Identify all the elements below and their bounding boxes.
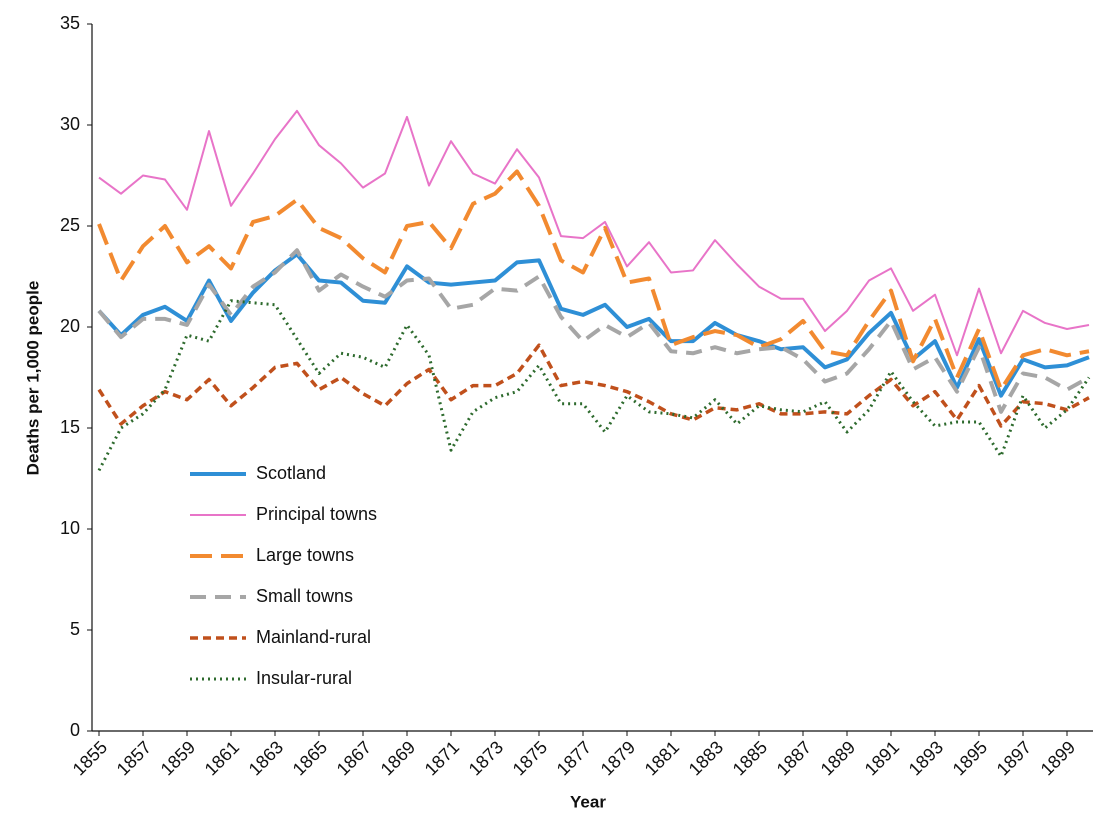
x-tick-label: 1869 <box>377 737 419 779</box>
y-tick-label: 35 <box>60 13 80 33</box>
legend-label: Large towns <box>256 545 354 565</box>
y-axis-label: Deaths per 1,000 people <box>23 281 42 476</box>
x-tick-label: 1871 <box>421 737 463 779</box>
x-tick-label: 1863 <box>245 737 287 779</box>
series-line <box>97 248 1090 414</box>
x-tick-label: 1889 <box>817 737 859 779</box>
y-tick-label: 25 <box>60 215 80 235</box>
x-tick-label: 1881 <box>641 737 683 779</box>
legend-label: Mainland-rural <box>256 627 371 647</box>
y-tick-label: 20 <box>60 316 80 336</box>
series-line <box>97 299 1091 472</box>
x-tick-label: 1861 <box>201 737 243 779</box>
y-tick-label: 15 <box>60 417 80 437</box>
x-tick-label: 1891 <box>861 737 903 779</box>
y-tick-label: 5 <box>70 619 80 639</box>
x-tick-label: 1899 <box>1037 737 1079 779</box>
legend-label: Principal towns <box>256 504 377 524</box>
x-axis-label: Year <box>570 792 606 811</box>
x-tick-label: 1875 <box>509 737 551 779</box>
series-line <box>97 343 1090 428</box>
x-tick-label: 1893 <box>905 737 947 779</box>
legend-label: Small towns <box>256 586 353 606</box>
x-tick-label: 1857 <box>113 737 155 779</box>
y-tick-label: 10 <box>60 518 80 538</box>
y-tick-label: 0 <box>70 720 80 740</box>
legend-label: Scotland <box>256 463 326 483</box>
y-tick-label: 30 <box>60 114 80 134</box>
x-tick-label: 1855 <box>69 737 111 779</box>
series-line <box>97 252 1090 398</box>
series-line <box>98 109 1090 357</box>
x-tick-label: 1867 <box>333 737 375 779</box>
x-tick-label: 1879 <box>597 737 639 779</box>
x-tick-label: 1885 <box>729 737 771 779</box>
x-tick-label: 1877 <box>553 737 595 779</box>
x-tick-label: 1865 <box>289 737 331 779</box>
x-tick-label: 1883 <box>685 737 727 779</box>
x-tick-label: 1859 <box>157 737 199 779</box>
x-tick-label: 1873 <box>465 737 507 779</box>
legend-label: Insular-rural <box>256 668 352 688</box>
x-tick-label: 1887 <box>773 737 815 779</box>
series-line <box>97 169 1090 392</box>
x-tick-label: 1895 <box>949 737 991 779</box>
x-tick-label: 1897 <box>993 737 1035 779</box>
